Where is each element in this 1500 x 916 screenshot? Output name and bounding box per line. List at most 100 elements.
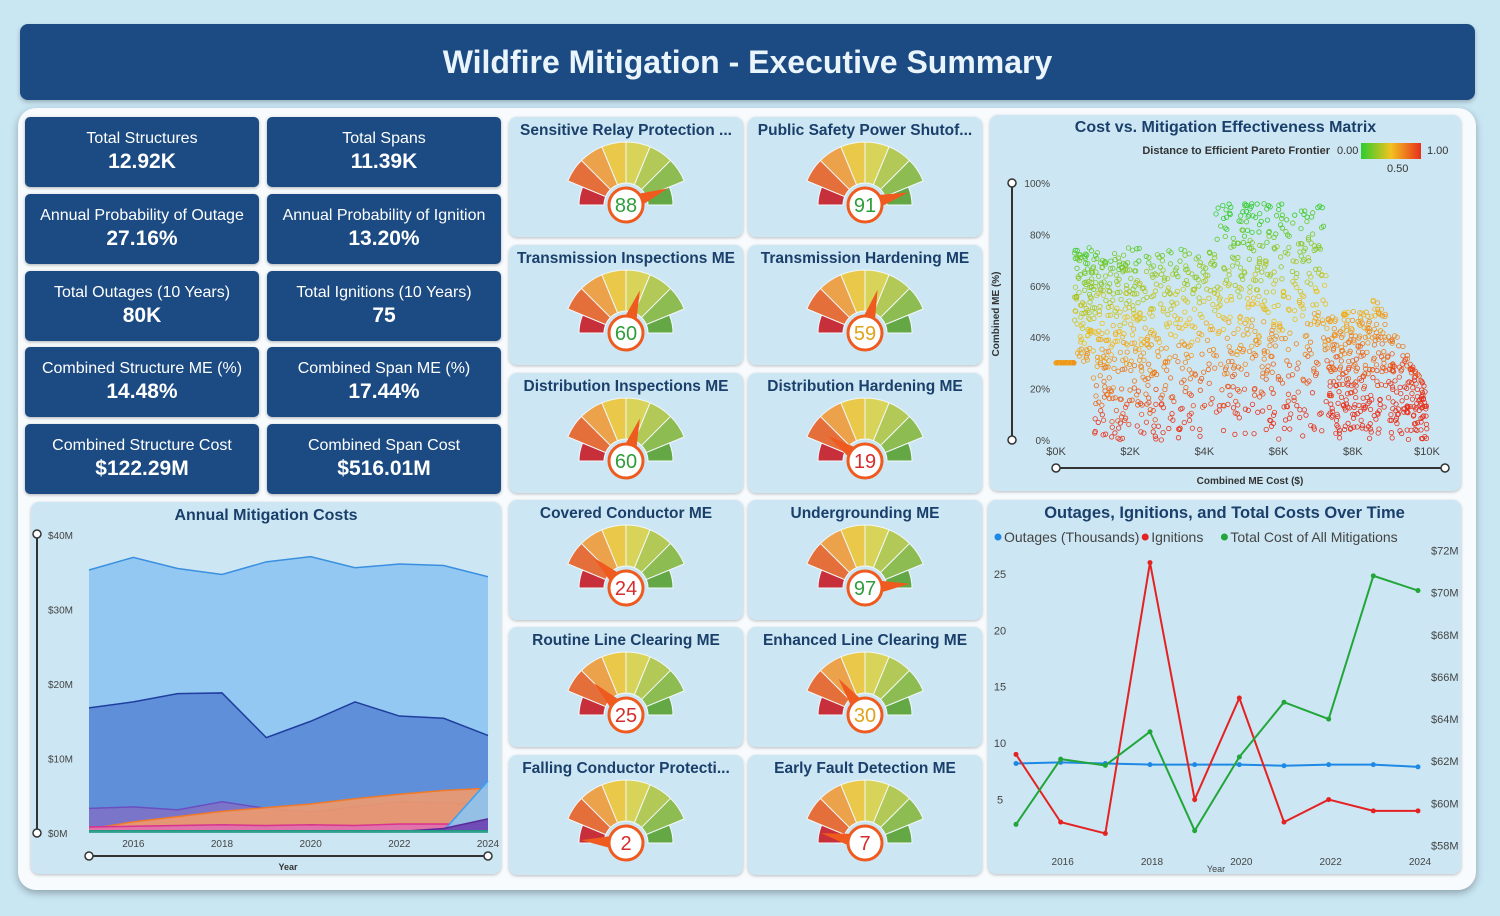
kpi-card-total-structures[interactable]: Total Structures 12.92K <box>25 117 259 187</box>
kpi-card-span-cost[interactable]: Combined Span Cost $516.01M <box>267 424 501 494</box>
scatter-point <box>1235 240 1242 246</box>
scatter-point <box>1334 342 1340 348</box>
scatter-point <box>1115 418 1121 424</box>
scatter-point <box>1360 402 1366 409</box>
scatter-point <box>1131 340 1138 346</box>
kpi-card-structure-cost[interactable]: Combined Structure Cost $122.29M <box>25 424 259 494</box>
scatter-point <box>1158 283 1164 289</box>
y-tick-label: 0% <box>1036 436 1051 447</box>
x-tick-label: 2022 <box>388 839 411 850</box>
scatter-point <box>1155 423 1161 429</box>
scatter-point <box>1153 272 1160 278</box>
scatter-point <box>1257 242 1263 248</box>
scatter-point <box>1333 354 1339 360</box>
annual-mitigation-costs-chart[interactable]: Annual Mitigation Costs $0M $10M $20M $30M $… <box>31 502 501 874</box>
scatter-point <box>1128 367 1134 374</box>
scatter-point <box>1122 320 1128 326</box>
gauge-card[interactable]: Public Safety Power Shutof... 91 <box>748 117 982 237</box>
scatter-point <box>1283 229 1289 235</box>
gauge-needle <box>594 683 619 708</box>
scatter-point <box>1279 276 1285 282</box>
kpi-card-total-outages[interactable]: Total Outages (10 Years) 80K <box>25 271 259 341</box>
scatter-point <box>1199 332 1205 338</box>
gauge-card[interactable]: Transmission Hardening ME 59 <box>748 245 982 365</box>
gauge-card[interactable]: Routine Line Clearing ME 25 <box>509 627 743 747</box>
kpi-card-span-me[interactable]: Combined Span ME (%) 17.44% <box>267 347 501 417</box>
scatter-point <box>1176 324 1182 331</box>
scatter-point <box>1335 414 1341 420</box>
scatter-point <box>1161 364 1167 370</box>
scatter-point <box>1410 364 1416 370</box>
scatter-point <box>1077 272 1083 278</box>
scatter-point <box>1285 306 1292 312</box>
data-point <box>1192 797 1198 803</box>
cost-effectiveness-matrix-chart[interactable]: Cost vs. Mitigation Effectiveness Matrix… <box>990 115 1461 491</box>
scatter-point <box>1268 337 1274 343</box>
scatter-point <box>1340 348 1346 354</box>
scatter-point <box>1158 346 1164 352</box>
data-point <box>1147 560 1153 566</box>
gauge-card[interactable]: Falling Conductor Protecti... 2 <box>509 755 743 875</box>
scatter-point <box>1153 281 1159 287</box>
scatter-point <box>1386 334 1392 340</box>
scatter-point <box>1419 435 1425 442</box>
gauge-svg: 25 <box>567 651 685 734</box>
scatter-point <box>1323 398 1329 405</box>
gauge-card[interactable]: Enhanced Line Clearing ME 30 <box>748 627 982 747</box>
scatter-point <box>1249 317 1255 323</box>
scatter-point <box>1355 411 1361 417</box>
scatter-point <box>1294 403 1300 409</box>
gauge-value: 30 <box>854 705 876 727</box>
scatter-point <box>1106 281 1113 287</box>
scatter-point <box>1227 349 1234 355</box>
scatter-point <box>1211 290 1218 296</box>
scatter-point <box>1271 321 1277 328</box>
scatter-point <box>1302 208 1308 214</box>
scatter-point <box>1166 248 1172 254</box>
gauge-card[interactable]: Sensitive Relay Protection ... 88 <box>509 117 743 237</box>
scatter-point <box>1097 355 1104 361</box>
kpi-card-total-spans[interactable]: Total Spans 11.39K <box>267 117 501 187</box>
scatter-point <box>1266 404 1272 411</box>
scatter-point <box>1250 301 1256 307</box>
scatter-point <box>1213 409 1220 415</box>
scatter-point <box>1103 431 1109 437</box>
gauge-svg: 19 <box>806 397 924 480</box>
scatter-point <box>1236 415 1242 421</box>
gauge-card[interactable]: Distribution Hardening ME 19 <box>748 373 982 493</box>
gauge-card[interactable]: Transmission Inspections ME 60 <box>509 245 743 365</box>
gauge-card[interactable]: Distribution Inspections ME 60 <box>509 373 743 493</box>
outages-ignitions-costs-chart[interactable]: Outages, Ignitions, and Total Costs Over… <box>988 500 1461 874</box>
gauge-hub <box>846 314 884 352</box>
kpi-label: Total Structures <box>86 130 198 147</box>
scatter-point <box>1284 358 1290 364</box>
scatter-point <box>1236 218 1242 224</box>
gauge-card[interactable]: Undergrounding ME 97 <box>748 500 982 620</box>
scatter-point <box>1320 297 1326 303</box>
kpi-card-probability-ignition[interactable]: Annual Probability of Ignition 13.20% <box>267 194 501 264</box>
scatter-point <box>1129 340 1135 346</box>
scatter-point <box>1238 286 1244 292</box>
scatter-point <box>1086 278 1092 285</box>
scatter-point <box>1169 299 1175 305</box>
kpi-card-probability-outage[interactable]: Annual Probability of Outage 27.16% <box>25 194 259 264</box>
scatter-point <box>1189 370 1195 376</box>
scatter-point <box>1078 314 1084 320</box>
scatter-point <box>1085 260 1091 267</box>
scatter-point <box>1212 365 1218 371</box>
kpi-card-total-ignitions[interactable]: Total Ignitions (10 Years) 75 <box>267 271 501 341</box>
scatter-point <box>1206 361 1212 367</box>
gauge-hub <box>607 569 645 607</box>
gauge-segment <box>645 569 674 589</box>
scatter-point <box>1279 201 1285 207</box>
scatter-point <box>1215 330 1221 337</box>
kpi-card-structure-me[interactable]: Combined Structure ME (%) 14.48% <box>25 347 259 417</box>
gauge-card[interactable]: Covered Conductor ME 24 <box>509 500 743 620</box>
scatter-point <box>1304 279 1310 285</box>
area-chart-svg: $0M $10M $20M $30M $40M 2016 2018 2020 2022 2024 Y… <box>32 529 500 872</box>
scatter-point <box>1313 302 1319 308</box>
slider-handle <box>483 851 493 861</box>
gauge-card[interactable]: Early Fault Detection ME 7 <box>748 755 982 875</box>
scatter-point <box>1124 349 1130 355</box>
scatter-point <box>1361 383 1368 389</box>
